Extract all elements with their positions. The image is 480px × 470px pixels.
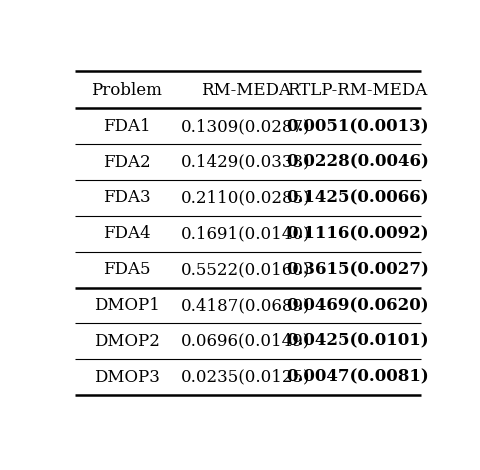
Text: 0.0051(0.0013): 0.0051(0.0013) [286,118,429,135]
Text: 0.0047(0.0081): 0.0047(0.0081) [286,368,429,385]
Text: Problem: Problem [92,82,162,99]
Text: 0.1116(0.0092): 0.1116(0.0092) [286,225,429,243]
Text: 0.1309(0.0287): 0.1309(0.0287) [181,118,311,135]
Text: DMOP3: DMOP3 [94,368,160,385]
Text: 0.0228(0.0046): 0.0228(0.0046) [286,154,429,171]
Text: 0.5522(0.0160): 0.5522(0.0160) [181,261,311,278]
Text: RM-MEDA: RM-MEDA [201,82,291,99]
Text: 0.0696(0.0149): 0.0696(0.0149) [181,333,311,350]
Text: 0.0235(0.0125): 0.0235(0.0125) [181,368,311,385]
Text: DMOP1: DMOP1 [94,297,160,314]
Text: 0.1425(0.0066): 0.1425(0.0066) [286,189,429,206]
Text: 0.4187(0.0689): 0.4187(0.0689) [181,297,311,314]
Text: FDA1: FDA1 [103,118,151,135]
Text: FDA4: FDA4 [103,225,151,243]
Text: 0.1691(0.0140): 0.1691(0.0140) [181,225,311,243]
Text: 0.0425(0.0101): 0.0425(0.0101) [286,333,429,350]
Text: RTLP-RM-MEDA: RTLP-RM-MEDA [288,82,428,99]
Text: 0.2110(0.0285): 0.2110(0.0285) [181,189,311,206]
Text: FDA5: FDA5 [103,261,151,278]
Text: FDA2: FDA2 [103,154,151,171]
Text: DMOP2: DMOP2 [94,333,160,350]
Text: 0.3615(0.0027): 0.3615(0.0027) [286,261,429,278]
Text: 0.0469(0.0620): 0.0469(0.0620) [286,297,429,314]
Text: FDA3: FDA3 [103,189,151,206]
Text: 0.1429(0.0333): 0.1429(0.0333) [181,154,311,171]
